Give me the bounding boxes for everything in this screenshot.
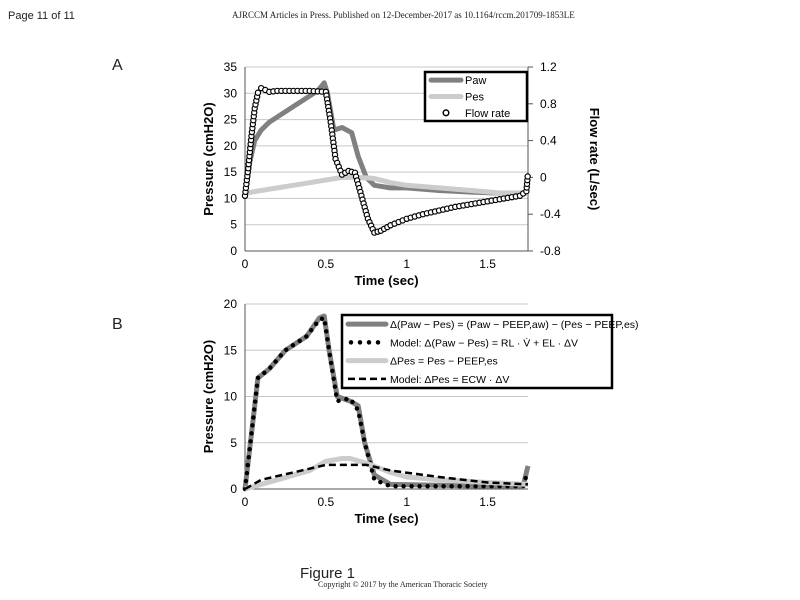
y-tick-label: 0 [230,244,237,258]
x-tick-label: 0 [242,257,249,271]
y2-axis-label: Flow rate (L/sec) [587,108,602,211]
series-line [244,456,529,492]
panel-label-a: A [112,57,123,74]
x-axis-label: Time (sec) [354,273,418,288]
y2-tick-label: 1.2 [540,60,557,74]
y-tick-label: 5 [230,218,237,232]
y-axis-label: Pressure (cmH2O) [201,340,216,453]
y-tick-label: 30 [224,86,238,100]
y-tick-label: 10 [224,191,238,205]
legend-box [340,313,614,390]
flow-data-point [524,173,531,180]
legend-label: ΔPes = Pes − PEEP,es [390,356,498,368]
x-tick-label: 1 [403,257,410,271]
legend-label: Pes [465,92,484,104]
figure-caption: Figure 1 [300,565,356,582]
copyright: Copyright © 2017 by the American Thoraci… [318,580,488,589]
series-line [242,80,528,197]
series-line-dotted [242,314,531,492]
y2-tick-label: -0.8 [540,244,561,258]
x-tick-label: 0 [242,495,249,509]
series-line-dashed [244,463,529,491]
y-tick-label: 20 [224,297,238,311]
x-tick-label: 1.5 [479,495,496,509]
flow-data-point [254,89,262,96]
y-tick-label: 15 [224,165,238,179]
y2-tick-label: 0.8 [540,97,557,111]
y-tick-label: 25 [224,113,238,127]
x-tick-label: 0.5 [318,257,335,271]
x-axis-label: Time (sec) [354,511,418,526]
legend-label: Model: ΔPes = ECW · ΔV [390,374,509,386]
page-number: Page 11 of 11 [8,10,75,22]
legend-label: Δ(Paw − Pes) = (Paw − PEEP,aw) − (Pes − … [390,319,639,331]
y-tick-label: 35 [224,60,238,74]
y-tick-label: 15 [224,343,238,357]
journal-header: AJRCCM Articles in Press. Published on 1… [232,10,575,20]
legend-label: Model: Δ(Paw − Pes) = RL · V̇ + EL · ΔV [390,337,578,350]
x-tick-label: 1 [403,495,410,509]
legend-label: Paw [465,75,486,87]
y-axis-label: Pressure (cmH2O) [201,102,216,215]
y2-tick-label: 0.4 [540,134,557,148]
y2-tick-label: 0 [540,170,547,184]
y-tick-label: 20 [224,139,238,153]
y-tick-label: 10 [224,390,238,404]
x-tick-label: 0.5 [318,495,335,509]
y-tick-label: 5 [230,436,237,450]
y2-tick-label: -0.4 [540,207,561,221]
legend-swatch [442,109,450,117]
y-tick-label: 0 [230,482,237,496]
x-tick-label: 1.5 [479,257,496,271]
legend-label: Flow rate [465,108,510,120]
panel-label-b: B [112,316,123,333]
